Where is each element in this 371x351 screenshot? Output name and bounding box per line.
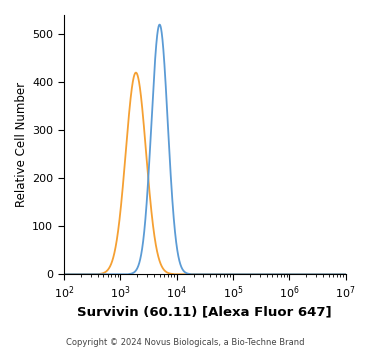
Y-axis label: Relative Cell Number: Relative Cell Number [15,82,28,207]
X-axis label: Survivin (60.11) [Alexa Fluor 647]: Survivin (60.11) [Alexa Fluor 647] [78,305,332,318]
Text: Copyright © 2024 Novus Biologicals, a Bio-Techne Brand: Copyright © 2024 Novus Biologicals, a Bi… [66,338,305,347]
